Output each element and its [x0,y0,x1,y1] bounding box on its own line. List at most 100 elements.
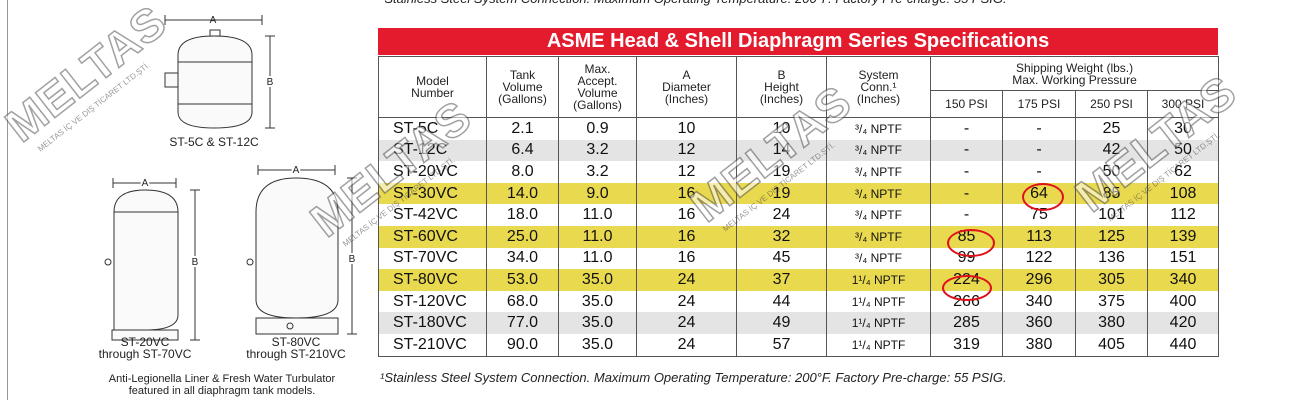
table-cell: - [930,161,1003,183]
dim-label: A [293,165,300,176]
table-cell: 68.0 [486,290,559,313]
table-cell: 24 [636,333,737,357]
table-cell: 24 [636,269,737,291]
table-cell: ST-60VC [378,225,487,248]
table-cell: ST-80VC [378,269,487,291]
table-cell: 50 [1146,139,1220,162]
table-cell: 139 [1146,225,1220,248]
table-cell: 16 [636,182,737,205]
table-cell: 122 [1002,247,1076,270]
table-cell: 77.0 [486,312,559,334]
table-cell: ST-120VC [378,290,487,313]
table-cell: 12 [636,139,737,162]
table-cell: 400 [1146,290,1220,313]
table-cell: - [1002,161,1076,183]
table-cell: 44 [736,290,827,313]
header-line: Height [764,80,799,94]
caption: through ST-210VC [246,347,346,361]
table-cell: 85 [1075,182,1148,205]
table-cell: - [930,182,1003,205]
table-cell: 296 [1002,269,1076,291]
table-cell: 11.0 [558,204,637,226]
caption: ST-80VC [272,335,321,349]
header-line: Max. [584,62,611,76]
header-line: (Gallons) [573,98,622,112]
table-cell: ³/₄ NPTF [826,161,931,183]
highlight-circle [1022,183,1064,211]
header-line: Accept. [577,74,618,88]
table-cell: 90.0 [486,333,559,357]
table-cell: ST-210VC [378,333,487,357]
table-cell: 319 [930,333,1003,357]
caption: ST-5C & ST-12C [169,135,259,149]
table-row: ST-20VC 8.0 3.2 12 19 ³/₄ NPTF - -50 62 [378,161,1220,183]
table-cell: 375 [1075,290,1148,313]
caption: through ST-70VC [99,347,192,361]
table-cell: 11.0 [558,225,637,248]
table-cell: 380 [1002,333,1076,357]
table-cell: - [1002,139,1076,162]
table-cell: ST-12C [378,139,487,162]
table-cell: 53.0 [486,269,559,291]
table-cell: 113 [1002,225,1076,248]
table-cell: 285 [930,312,1003,334]
table-row: ST-60VC 25.0 11.0 16 32 ³/₄ NPTF 85 113 125 139 [378,225,1220,248]
table-cell: ST-5C [378,117,487,140]
table-cell: ST-70VC [378,247,487,270]
table-cell: 305 [1075,269,1148,291]
table-cell: 440 [1146,333,1220,357]
spec-table: Model Number Tank Volume (Gallons) Max. Acce… [378,56,1220,357]
header-line: (Gallons) [498,92,547,106]
header-line: System [858,68,899,82]
header-line: (Inches) [759,92,804,106]
table-cell: 360 [1002,312,1076,334]
table-cell: 50 [1075,161,1148,183]
table-cell: 1¹/₄ NPTF [826,333,931,357]
table-cell: 16 [636,225,737,248]
table-cell: 101 [1075,204,1148,226]
table-row: ST-70VC 34.0 11.0 16 45 ³/₄ NPTF 99 122 136 151 [378,247,1220,270]
table-cell: ST-20VC [378,161,487,183]
table-cell: ST-180VC [378,312,487,334]
table-cell: ST-30VC [378,182,487,205]
table-cell: 1¹/₄ NPTF [826,312,931,334]
table-cell: 37 [736,269,827,291]
table-cell: ³/₄ NPTF [826,117,931,140]
table-cell: 42 [1075,139,1148,162]
caption-note: featured in all diaphragm tank models. [129,385,316,397]
highlight-circle [947,229,995,257]
table-cell: ³/₄ NPTF [826,225,931,248]
table-cell: 3.2 [558,161,637,183]
table-cell: 3.2 [558,139,637,162]
header-line: Model [416,74,449,88]
header-cell: A Diameter (Inches) [636,56,737,118]
table-cell: 35.0 [558,312,637,334]
table-row: ST-180VC 77.0 35.0 24 49 1¹/₄ NPTF 285 360 380 42… [378,312,1220,334]
table-cell: 340 [1146,269,1220,291]
table-row: ST-42VC 18.0 11.0 16 24 ³/₄ NPTF -75 101 112 [378,204,1220,226]
table-cell: - [930,117,1003,140]
footnote-top: ¹Stainless Steel System Connection. Maxi… [380,0,1007,6]
header-cell: Max. Accept. Volume (Gallons) [558,56,637,118]
table-row: ST-12C 6.4 3.2 12 14 ³/₄ NPTF - -42 50 [378,139,1220,162]
table-cell: 35.0 [558,333,637,357]
table-cell: 35.0 [558,290,637,313]
dim-label: B [192,257,199,268]
table-row: ST-80VC 53.0 35.0 24 37 1¹/₄ NPTF 224 296 305 340 [378,269,1220,291]
header-line: Diameter [662,80,711,94]
table-cell: - [1002,117,1076,140]
table-cell: 45 [736,247,827,270]
caption-note: Anti-Legionella Liner & Fresh Water Turb… [109,373,336,385]
table-cell: 340 [1002,290,1076,313]
header-line: Conn.¹ [860,80,897,94]
table-cell: ³/₄ NPTF [826,182,931,205]
table-row: ST-120VC 68.0 35.0 24 44 1¹/₄ NPTF 266 340 375 40… [378,290,1220,313]
dim-label: B [349,254,356,265]
table-cell: 151 [1146,247,1220,270]
table-title: ASME Head & Shell Diaphragm Series Speci… [378,28,1218,55]
table-row: ST-210VC 90.0 35.0 24 57 1¹/₄ NPTF 319 380 405 44… [378,333,1220,357]
header-line: Tank [509,68,536,82]
table-cell: 1¹/₄ NPTF [826,269,931,291]
table-cell: 125 [1075,225,1148,248]
